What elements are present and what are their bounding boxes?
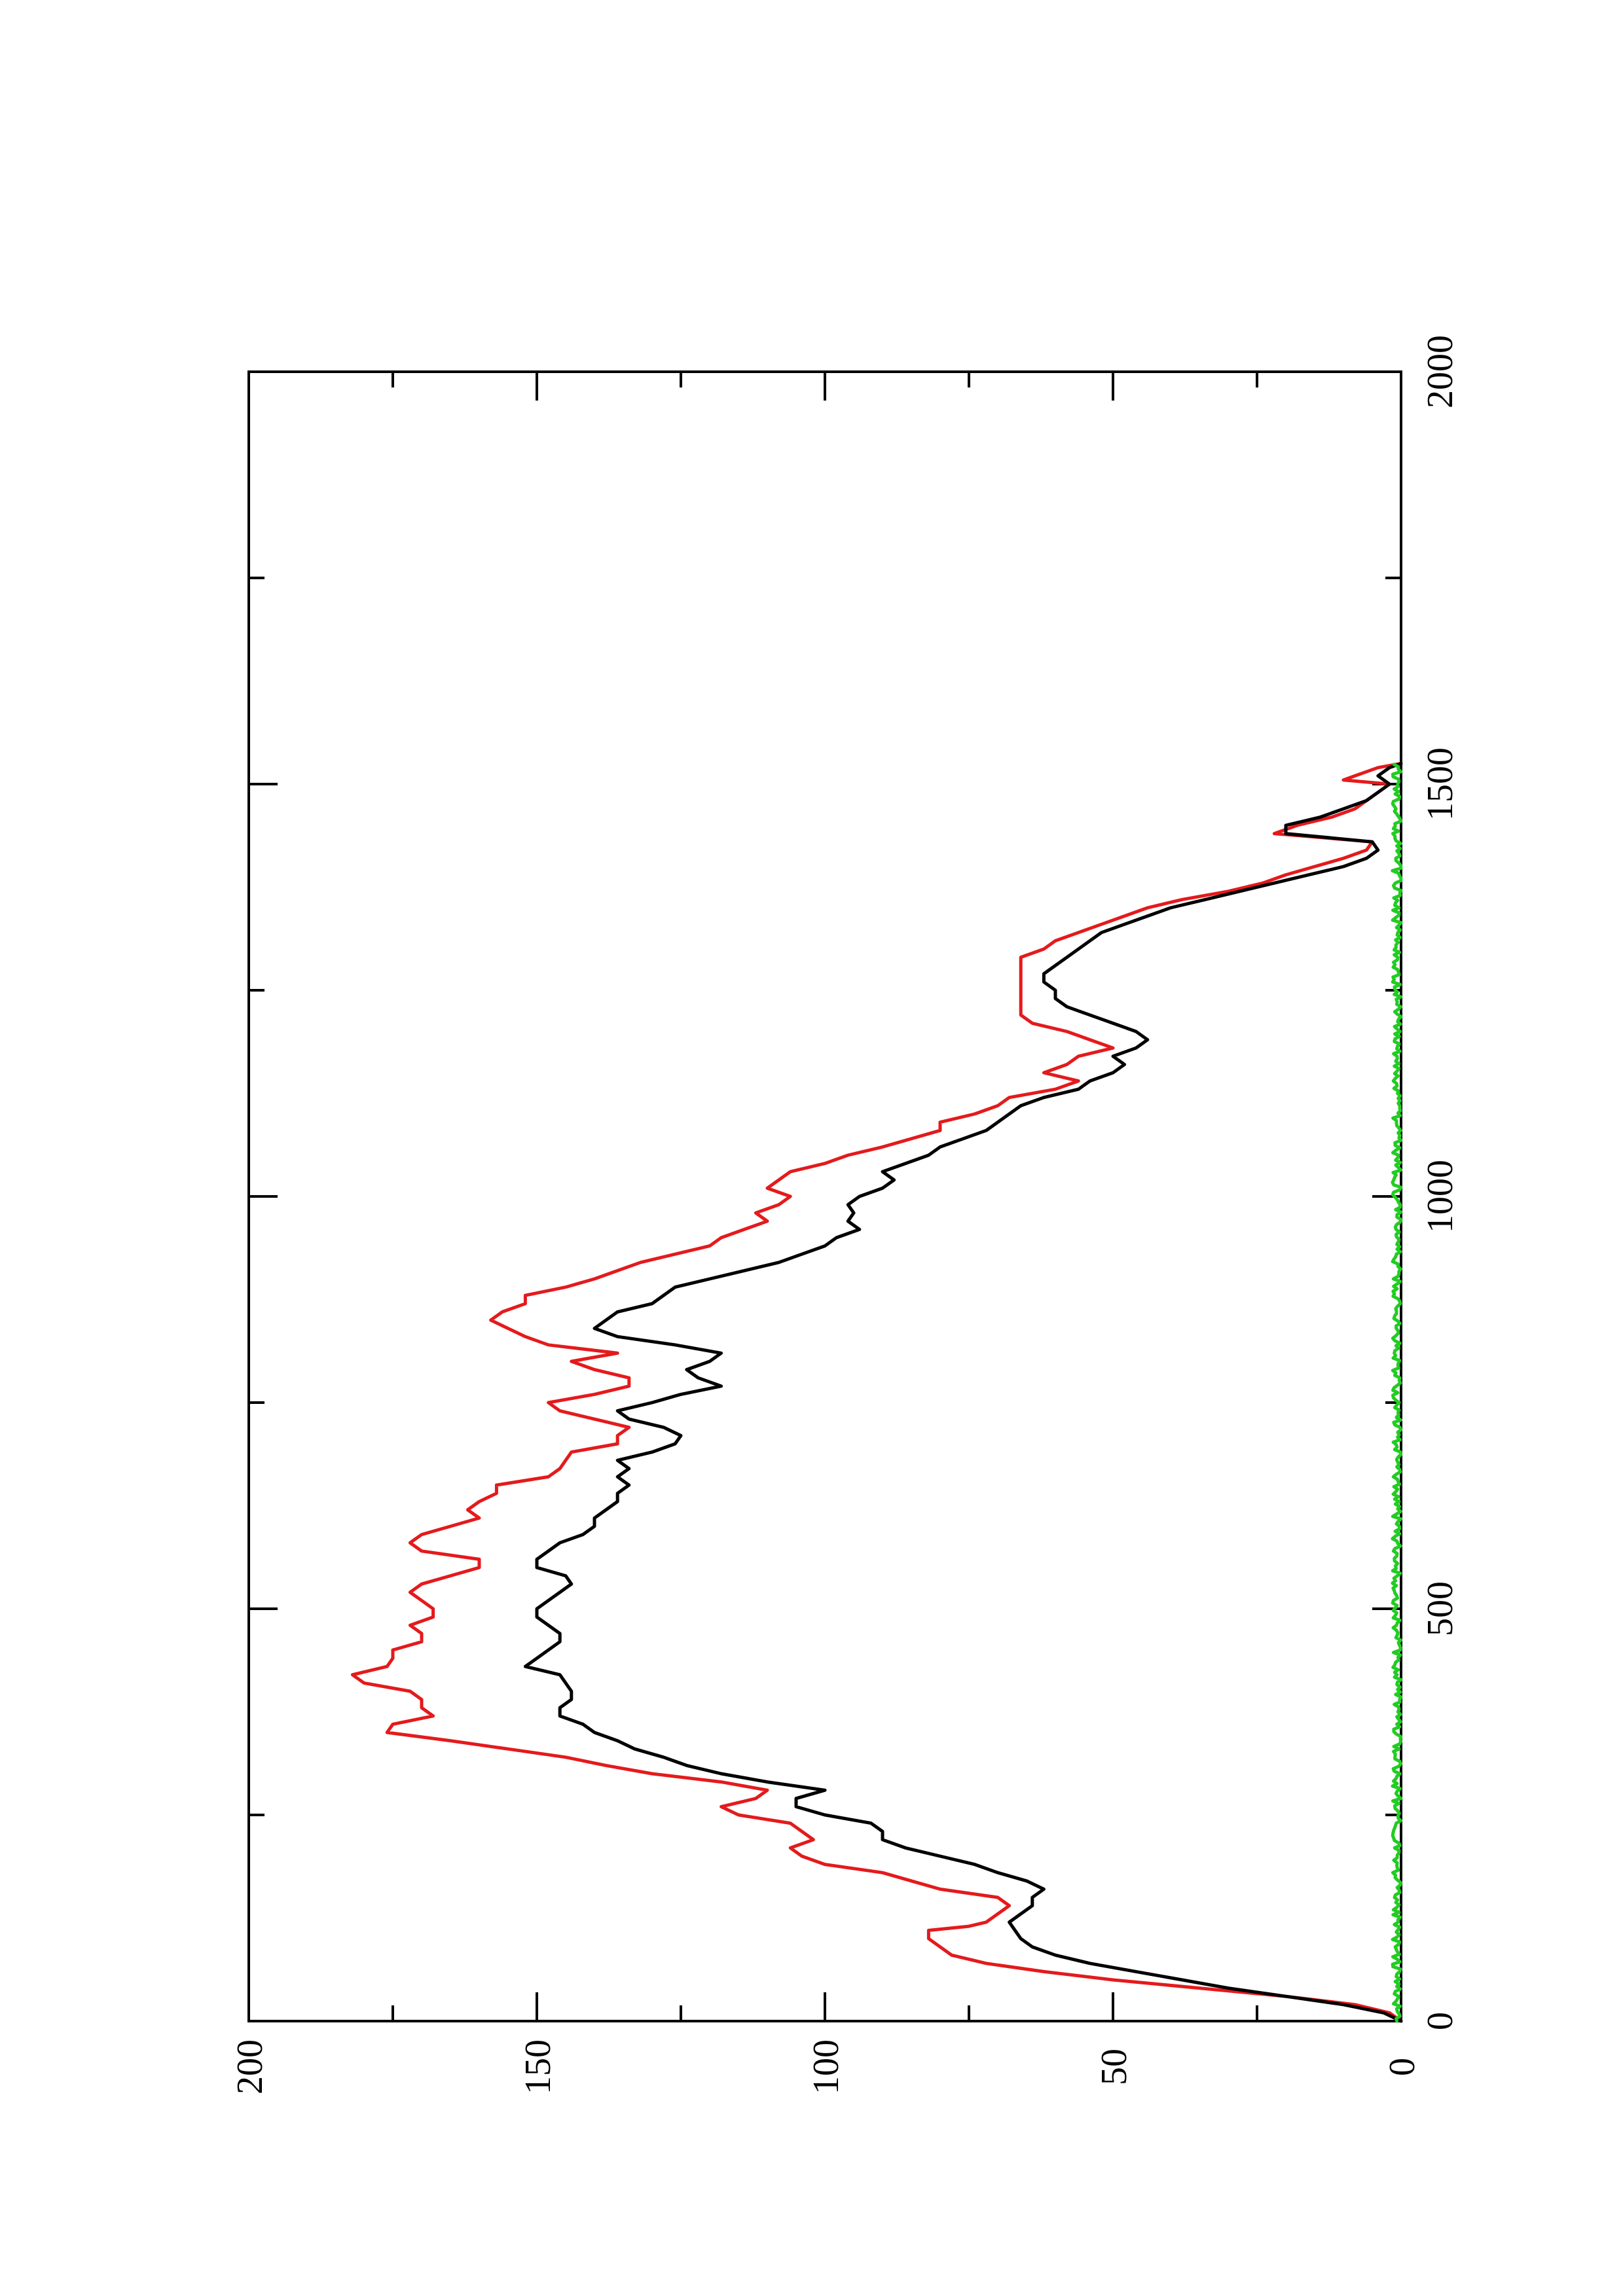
plot-axes [247,370,1402,2022]
x-tick-label: 1500 [1420,747,1461,821]
series-line-1 [350,762,1403,2023]
y-tick-label: 150 [518,2039,558,2094]
tick-labels: 0 500 1000 1500 2000 0 50 100 150 200 [230,335,1461,2094]
plot-frame [247,370,1402,2022]
y-tick-label: 50 [1094,2049,1135,2085]
x-tick-label: 500 [1420,1581,1461,1636]
y-tick-label: 0 [1382,2058,1423,2076]
y-tick-label: 200 [230,2039,270,2094]
x-tick-label: 1000 [1420,1160,1461,1233]
x-tick-label: 0 [1420,2012,1461,2030]
y-tick-label: 100 [806,2039,847,2094]
plot-area [350,762,1403,2023]
series-line-2 [523,762,1403,2023]
series-line-3 [1391,762,1403,2023]
x-tick-label: 2000 [1420,335,1461,408]
